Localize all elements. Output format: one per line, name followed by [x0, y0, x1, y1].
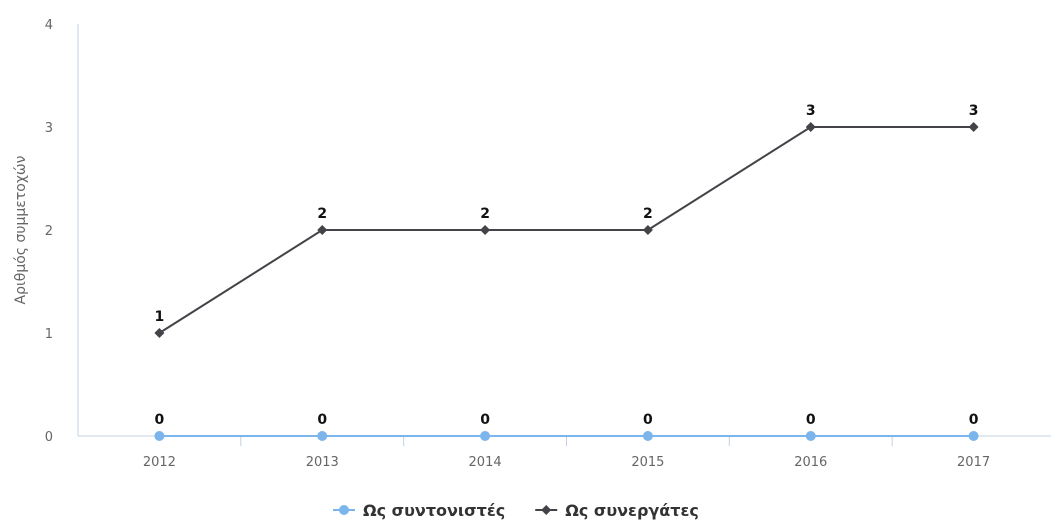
legend-item-2[interactable]: Ως συνεργάτες: [535, 501, 699, 520]
legend-marker: [339, 505, 349, 515]
data-point[interactable]: [968, 122, 979, 132]
x-tick-label: 2016: [794, 455, 827, 470]
x-tick-label: 2017: [957, 455, 990, 470]
data-label: 0: [317, 412, 327, 428]
data-label: 2: [317, 206, 327, 222]
y-tick-label: 3: [45, 121, 53, 136]
series-line[interactable]: [158, 126, 974, 334]
legend-label: Ως συνεργάτες: [565, 501, 699, 520]
data-label: 1: [155, 309, 165, 325]
data-point[interactable]: [317, 431, 328, 441]
data-label: 2: [480, 206, 490, 222]
data-label: 0: [643, 412, 653, 428]
data-point[interactable]: [642, 431, 653, 441]
data-label: 0: [480, 412, 490, 428]
x-tick-label: 2014: [469, 455, 502, 470]
legend-item-1[interactable]: Ως συντονιστές: [333, 501, 505, 520]
data-point[interactable]: [154, 431, 165, 441]
data-label: 0: [155, 412, 165, 428]
data-point[interactable]: [480, 431, 491, 441]
data-label: 2: [643, 206, 653, 222]
y-tick-label: 4: [45, 18, 53, 33]
x-tick-label: 2015: [631, 455, 664, 470]
legend[interactable]: Ως συντονιστές Ως συνεργάτες: [333, 501, 699, 520]
y-tick-label: 2: [45, 224, 53, 239]
x-tick-label: 2013: [306, 455, 339, 470]
data-label: 3: [806, 103, 816, 119]
data-point[interactable]: [968, 431, 979, 441]
data-point[interactable]: [642, 225, 653, 235]
y-tick-label: 1: [45, 327, 53, 342]
x-tick-label: 2012: [143, 455, 176, 470]
data-point[interactable]: [480, 225, 491, 235]
y-axis-title: Αριθμός συμμετοχών: [13, 155, 29, 304]
data-labels: 0 0 0 0 0 0 1 2 2 2 3 3: [155, 103, 979, 428]
series-1[interactable]: [154, 431, 979, 441]
legend-label: Ως συντονιστές: [363, 501, 505, 520]
data-label: 3: [969, 103, 979, 119]
data-label: 0: [969, 412, 979, 428]
data-point[interactable]: [805, 431, 816, 441]
data-label: 0: [806, 412, 816, 428]
data-point[interactable]: [154, 328, 165, 338]
series-2[interactable]: [154, 122, 979, 338]
data-point[interactable]: [317, 225, 328, 235]
series-layer: [154, 122, 979, 441]
legend-marker: [541, 505, 552, 515]
y-tick-label: 0: [45, 430, 53, 445]
data-point[interactable]: [805, 122, 816, 132]
